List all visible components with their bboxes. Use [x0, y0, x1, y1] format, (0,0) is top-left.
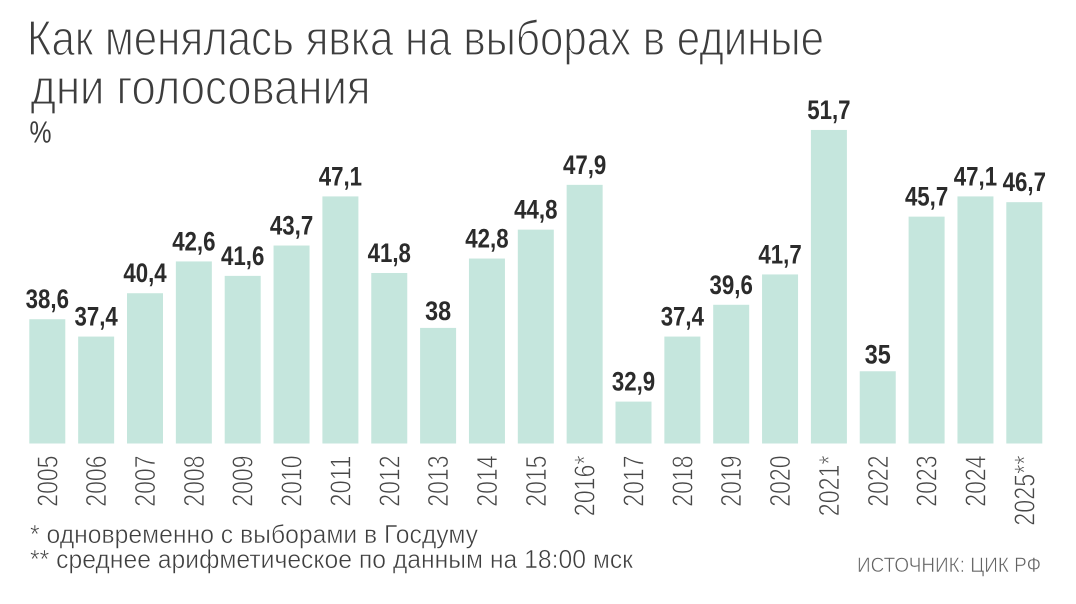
svg-text:2011: 2011	[325, 456, 357, 507]
svg-text:2005: 2005	[32, 456, 64, 507]
svg-text:47,1: 47,1	[319, 161, 362, 191]
svg-text:%: %	[30, 116, 52, 150]
svg-text:38,6: 38,6	[26, 284, 69, 314]
svg-text:35: 35	[865, 339, 891, 369]
svg-text:ИСТОЧНИК: ЦИК РФ: ИСТОЧНИК: ЦИК РФ	[857, 554, 1041, 577]
svg-text:2014: 2014	[472, 456, 504, 507]
svg-text:37,4: 37,4	[661, 302, 705, 332]
svg-text:2015: 2015	[521, 456, 553, 507]
svg-text:2010: 2010	[277, 456, 309, 507]
svg-text:2008: 2008	[179, 456, 211, 507]
svg-text:2007: 2007	[130, 456, 162, 507]
svg-text:2013: 2013	[423, 456, 455, 507]
svg-text:* одновременно с выборами в Го: * одновременно с выборами в Госдуму	[30, 519, 478, 549]
svg-text:2009: 2009	[228, 456, 260, 507]
svg-text:2019: 2019	[716, 456, 748, 507]
svg-text:42,8: 42,8	[465, 224, 508, 254]
svg-text:47,1: 47,1	[954, 161, 997, 191]
svg-text:41,6: 41,6	[221, 241, 264, 271]
svg-text:2022: 2022	[863, 456, 895, 507]
svg-text:47,9: 47,9	[563, 150, 606, 180]
svg-text:2006: 2006	[81, 456, 113, 507]
svg-text:41,8: 41,8	[368, 238, 411, 268]
svg-text:2016*: 2016*	[570, 456, 602, 517]
svg-text:39,6: 39,6	[710, 270, 753, 300]
svg-text:** среднее арифметическое по д: ** среднее арифметическое по данным на 1…	[30, 544, 634, 574]
svg-text:2020: 2020	[765, 456, 797, 507]
svg-text:40,4: 40,4	[123, 258, 167, 288]
svg-text:2017: 2017	[619, 456, 651, 507]
svg-text:46,7: 46,7	[1003, 167, 1046, 197]
svg-text:Как менялась явка на выборах в: Как менялась явка на выборах в единые	[27, 12, 824, 66]
svg-text:2023: 2023	[912, 456, 944, 507]
svg-text:32,9: 32,9	[612, 367, 655, 397]
svg-text:2012: 2012	[374, 456, 406, 507]
svg-text:42,6: 42,6	[172, 226, 215, 256]
svg-text:44,8: 44,8	[514, 195, 557, 225]
svg-text:2018: 2018	[667, 456, 699, 507]
svg-text:43,7: 43,7	[270, 211, 313, 241]
svg-text:41,7: 41,7	[758, 239, 801, 269]
svg-text:дни голосования: дни голосования	[31, 61, 371, 115]
svg-text:2021*: 2021*	[814, 456, 846, 517]
svg-text:38: 38	[425, 296, 451, 326]
svg-text:37,4: 37,4	[75, 302, 119, 332]
svg-text:2024: 2024	[960, 456, 992, 507]
svg-text:51,7: 51,7	[807, 95, 850, 125]
svg-text:2025**: 2025**	[1009, 456, 1041, 526]
svg-text:45,7: 45,7	[905, 182, 948, 212]
